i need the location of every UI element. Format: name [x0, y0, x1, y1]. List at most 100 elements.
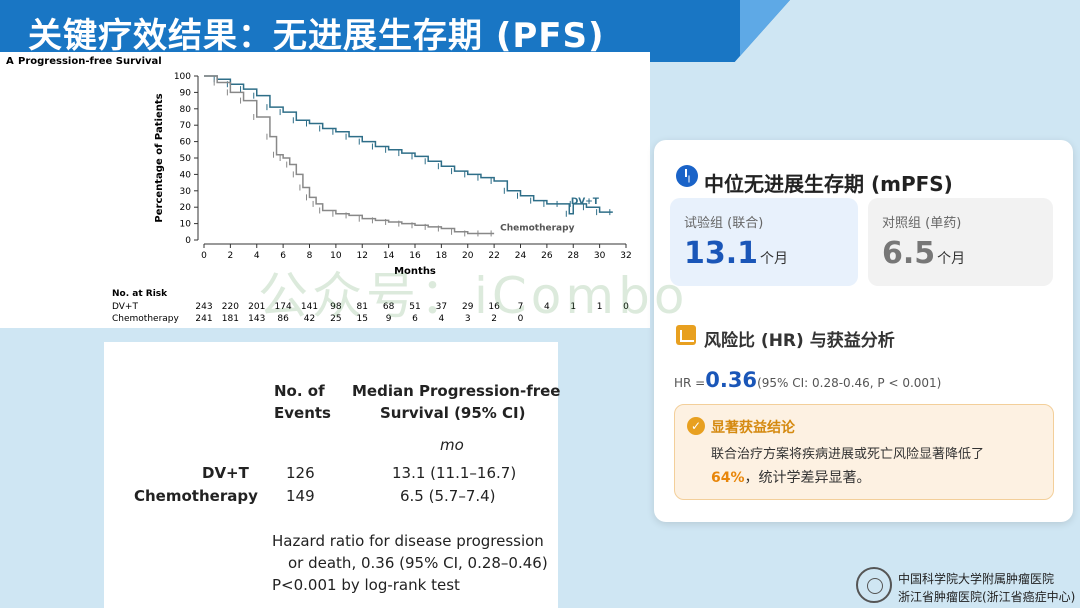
trial-group-box: 试验组 (联合) 13.1 个月 [670, 198, 858, 286]
risk-count: 7 [518, 302, 524, 312]
y-tick-label: 60 [180, 138, 192, 148]
row-group-dvt: DV+T [202, 464, 249, 482]
risk-count: 220 [222, 302, 239, 312]
control-value: 6.5 个月 [882, 236, 966, 271]
risk-count: 181 [222, 314, 239, 324]
footnote-1: Hazard ratio for disease progression [272, 532, 544, 550]
risk-count: 201 [248, 302, 265, 312]
risk-count: 141 [301, 302, 318, 312]
unit-label: mo [440, 436, 464, 454]
risk-count: 1 [570, 302, 576, 312]
row-events-dvt: 126 [286, 464, 315, 482]
panel-label: A [6, 56, 14, 67]
y-tick-label: 20 [180, 203, 192, 213]
footnote-2: or death, 0.36 (95% CI, 0.28–0.46) [288, 554, 548, 572]
chart-title: Progression-free Survival [18, 56, 162, 67]
x-tick-label: 30 [594, 251, 606, 261]
risk-count: 51 [409, 302, 420, 312]
x-axis-label: Months [394, 266, 436, 277]
conclusion-line2: 64%，统计学差异显著。 [711, 470, 871, 486]
card-title: 中位无进展生存期 (mPFS) [704, 172, 953, 196]
risk-count: 25 [330, 314, 341, 324]
x-tick-label: 12 [357, 251, 368, 261]
risk-count: 1 [597, 302, 603, 312]
row-median-chemo: 6.5 (5.7–7.4) [400, 487, 496, 505]
risk-count: 42 [304, 314, 315, 324]
title-accent [740, 0, 790, 62]
risk-count: 37 [436, 302, 447, 312]
trial-value: 13.1 个月 [684, 236, 789, 271]
y-tick-label: 80 [180, 105, 192, 115]
footnote-3: P<0.001 by log-rank test [272, 576, 460, 594]
risk-count: 4 [439, 314, 445, 324]
risk-count: 241 [195, 314, 212, 324]
risk-count: 29 [462, 302, 474, 312]
hospital-logo-icon [856, 567, 892, 603]
x-tick-label: 22 [488, 251, 499, 261]
risk-count: 0 [518, 314, 524, 324]
risk-count: 2 [491, 314, 497, 324]
risk-count: 86 [277, 314, 289, 324]
watermark: 公众号：iCombo [258, 267, 689, 325]
row-events-chemo: 149 [286, 487, 315, 505]
control-label: 对照组 (单药) [882, 216, 962, 231]
risk-count: 6 [412, 314, 418, 324]
risk-count: 174 [275, 302, 292, 312]
row-group-chemo: Chemotherapy [134, 487, 258, 505]
risk-row-label: Chemotherapy [112, 314, 179, 324]
y-axis-label: Percentage of Patients [154, 93, 165, 222]
risk-count: 4 [544, 302, 550, 312]
km-curve-dvt [204, 75, 613, 215]
mpfs-card: 中位无进展生存期 (mPFS) 试验组 (联合) 13.1 个月 对照组 (单药)… [654, 140, 1073, 522]
risk-count: 15 [357, 314, 368, 324]
y-tick-label: 50 [180, 154, 192, 164]
x-tick-label: 8 [307, 251, 313, 261]
conclusion-line1: 联合治疗方案将疾病进展或死亡风险显著降低了 [711, 447, 985, 462]
x-tick-label: 0 [201, 251, 207, 261]
risk-count: 81 [357, 302, 368, 312]
km-chart-panel: A Progression-free Survival 0 10 20 30 40 50 60 7… [0, 52, 650, 328]
x-tick-label: 24 [515, 251, 527, 261]
risk-count: 3 [465, 314, 471, 324]
slide-title: 关键疗效结果：无进展生存期 (PFS) [28, 16, 605, 56]
risk-count: 143 [248, 314, 265, 324]
risk-count: 9 [386, 314, 392, 324]
logo-line1: 中国科学院大学附属肿瘤医院 [898, 572, 1055, 586]
header-events-2: Events [274, 404, 331, 422]
risk-count: 243 [195, 302, 212, 312]
clock-icon [676, 165, 698, 187]
x-tick-label: 26 [541, 251, 553, 261]
risk-count: 68 [383, 302, 395, 312]
chart-trend-icon [676, 325, 696, 345]
logo-line2: 浙江省肿瘤医院(浙江省癌症中心) [898, 590, 1076, 604]
conclusion-title: 显著获益结论 [711, 420, 795, 436]
km-chart: A Progression-free Survival01020304050607… [6, 56, 632, 324]
risk-row-label: DV+T [112, 302, 138, 312]
x-tick-label: 2 [228, 251, 234, 261]
y-tick-label: 90 [180, 88, 192, 98]
y-tick-label: 40 [180, 170, 192, 180]
trial-label: 试验组 (联合) [684, 216, 764, 231]
y-tick-label: 0 [185, 236, 191, 246]
header-median-2: Survival (95% CI) [380, 404, 526, 422]
series-label-dvt: DV+T [571, 197, 600, 207]
series-label-chemo: Chemotherapy [500, 223, 574, 233]
x-tick-label: 6 [280, 251, 286, 261]
x-tick-label: 14 [383, 251, 395, 261]
y-tick-label: 100 [174, 72, 191, 82]
x-tick-label: 32 [620, 251, 631, 261]
hr-title: 风险比 (HR) 与获益分析 [704, 331, 895, 351]
y-tick-label: 10 [180, 220, 192, 230]
y-tick-label: 30 [180, 187, 192, 197]
header-events-1: No. of [274, 382, 325, 400]
hr-line: HR =0.36(95% CI: 0.28-0.46, P < 0.001) [674, 368, 942, 392]
risk-count: 98 [330, 302, 342, 312]
x-tick-label: 28 [568, 251, 580, 261]
risk-count: 16 [488, 302, 500, 312]
conclusion-box: ✓ 显著获益结论 联合治疗方案将疾病进展或死亡风险显著降低了 64%，统计学差异… [674, 404, 1054, 500]
x-tick-label: 10 [330, 251, 342, 261]
x-tick-label: 16 [409, 251, 421, 261]
x-tick-label: 20 [462, 251, 474, 261]
risk-count: 0 [623, 302, 629, 312]
risk-table-header: No. at Risk [112, 289, 168, 299]
